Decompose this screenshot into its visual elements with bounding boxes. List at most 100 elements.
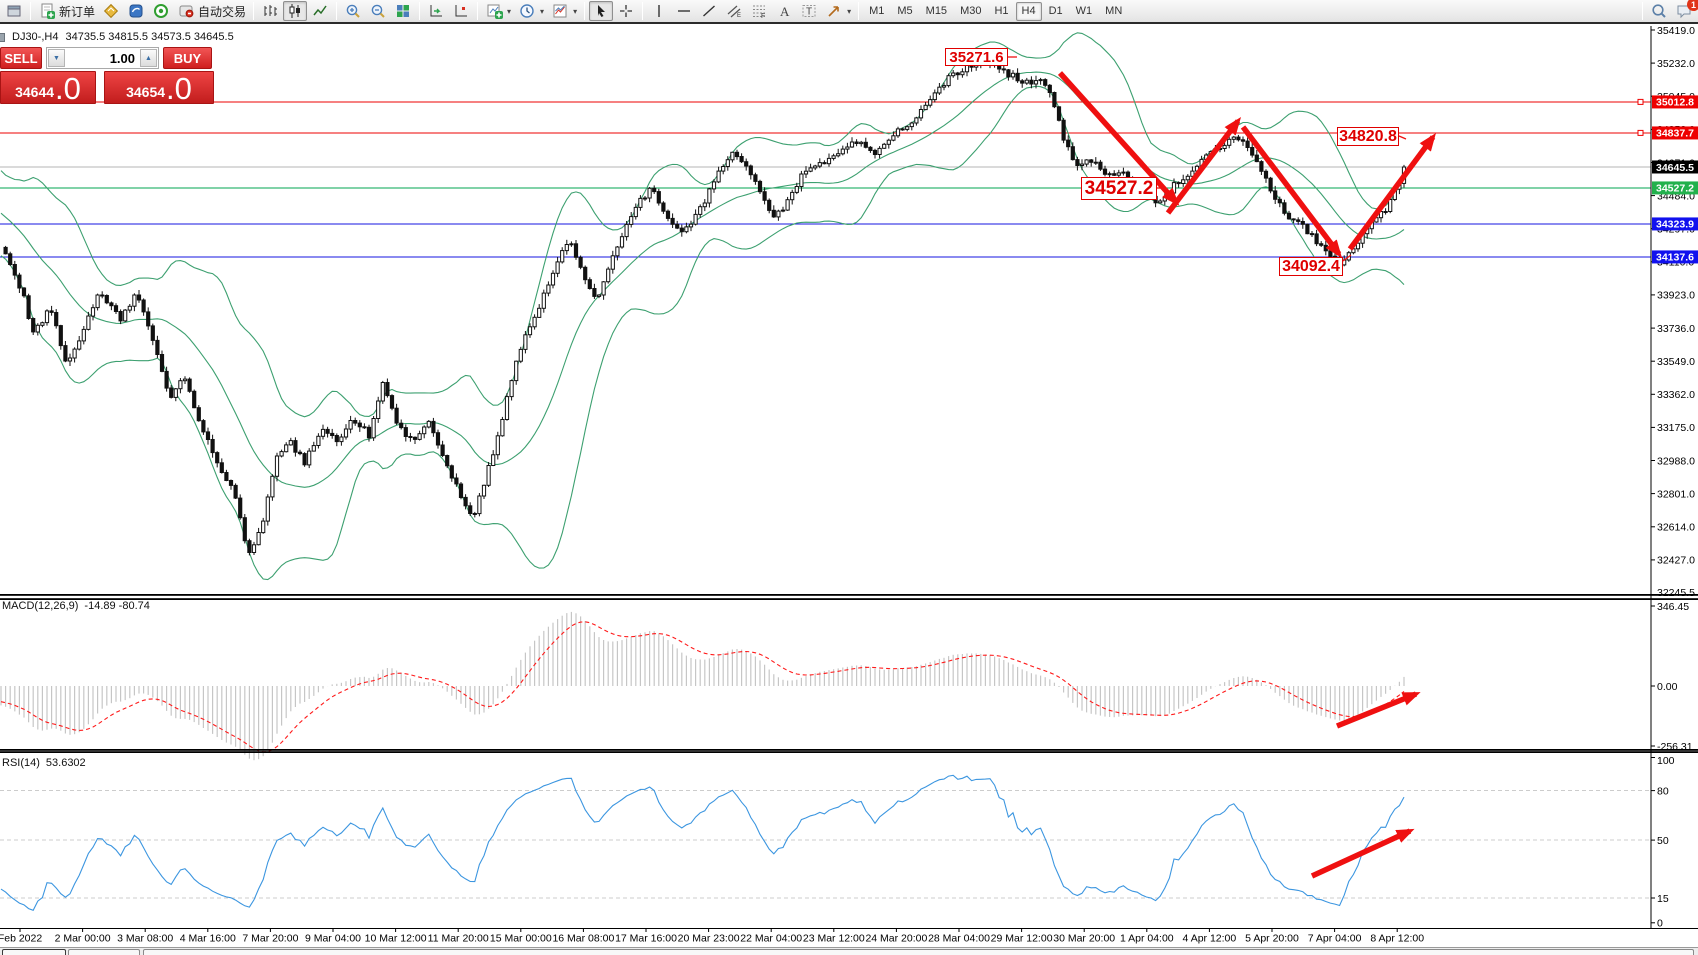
svg-text:A: A xyxy=(780,4,790,19)
svg-text:16 Mar 08:00: 16 Mar 08:00 xyxy=(552,933,614,945)
svg-text:100: 100 xyxy=(1657,755,1675,767)
svg-text:20 Mar 23:00: 20 Mar 23:00 xyxy=(678,933,740,945)
timeframe-m1-button[interactable]: M1 xyxy=(869,5,885,17)
community-icon[interactable] xyxy=(124,1,148,21)
timeframe-w1-button[interactable]: W1 xyxy=(1075,5,1093,17)
bar-chart-icon[interactable] xyxy=(258,1,282,21)
svg-text:34137.6: 34137.6 xyxy=(1656,252,1694,264)
buy-price-button[interactable]: 34654 .0 xyxy=(104,71,214,104)
sell-price-fraction: .0 xyxy=(55,71,81,106)
vertical-line-icon[interactable] xyxy=(647,1,671,21)
svg-text:7 Apr 04:00: 7 Apr 04:00 xyxy=(1308,933,1362,945)
line-chart-icon[interactable] xyxy=(308,1,332,21)
svg-text:0: 0 xyxy=(1657,918,1663,930)
macd-indicator-label: MACD(12,26,9) -14.89 -80.74 xyxy=(2,600,150,612)
tile-windows-icon[interactable] xyxy=(391,1,415,21)
new-chart-button[interactable]: ▾ xyxy=(482,1,514,21)
chevron-down-icon: ▾ xyxy=(507,6,512,16)
svg-text:9 Mar 04:00: 9 Mar 04:00 xyxy=(305,933,361,945)
volume-input[interactable] xyxy=(66,48,139,68)
market-icon[interactable] xyxy=(99,1,123,21)
timeframe-m30-button[interactable]: M30 xyxy=(960,5,982,17)
candlestick-icon[interactable] xyxy=(283,1,308,21)
svg-text:34527.2: 34527.2 xyxy=(1656,183,1694,195)
svg-text:3 Mar 08:00: 3 Mar 08:00 xyxy=(117,933,173,945)
chevron-down-icon: ▾ xyxy=(573,6,578,16)
zoom-out-icon[interactable] xyxy=(366,1,390,21)
horizontal-line-icon[interactable] xyxy=(672,1,696,21)
zoom-in-icon[interactable] xyxy=(341,1,365,21)
window-icon[interactable] xyxy=(2,1,26,21)
sell-price-button[interactable]: 34644 .0 xyxy=(0,71,96,104)
svg-text:15: 15 xyxy=(1657,893,1669,905)
svg-text:34837.7: 34837.7 xyxy=(1656,128,1694,140)
volume-decrease-button[interactable]: ▼ xyxy=(48,49,65,67)
sell-button[interactable]: SELL xyxy=(0,47,42,69)
svg-text:80: 80 xyxy=(1657,785,1669,797)
chart-canvas[interactable]: 35419.035232.035045.034858.034671.034484… xyxy=(0,26,1698,947)
chart-shift-icon[interactable] xyxy=(449,1,473,21)
price-annotation[interactable]: 34092.4 xyxy=(1279,257,1343,276)
timeframe-h4-button[interactable]: H4 xyxy=(1015,1,1042,21)
svg-text:33923.0: 33923.0 xyxy=(1657,290,1695,302)
volume-increase-button[interactable]: ▲ xyxy=(140,49,157,67)
chart-tabs-bar xyxy=(0,947,1698,955)
toolbar-separator xyxy=(30,2,31,20)
channel-icon[interactable]: E xyxy=(722,1,746,21)
timeframe-h1-button[interactable]: H1 xyxy=(994,5,1009,17)
text-icon[interactable]: A xyxy=(772,1,796,21)
timeframe-mn-button[interactable]: MN xyxy=(1105,5,1123,17)
svg-text:30 Mar 20:00: 30 Mar 20:00 xyxy=(1053,933,1115,945)
svg-text:23 Mar 12:00: 23 Mar 12:00 xyxy=(803,933,865,945)
svg-text:8 Apr 12:00: 8 Apr 12:00 xyxy=(1370,933,1424,945)
shapes-button[interactable]: ▾ xyxy=(822,1,854,21)
chart-tab[interactable] xyxy=(2,949,66,955)
svg-text:35419.0: 35419.0 xyxy=(1657,26,1695,37)
one-click-trading-panel: SELL ▼ ▲ BUY 34644 .0 34654 .0 xyxy=(0,47,214,104)
svg-text:11 Mar 20:00: 11 Mar 20:00 xyxy=(428,933,489,945)
periods-button[interactable]: ▾ xyxy=(515,1,547,21)
timeframe-d1-button[interactable]: D1 xyxy=(1048,5,1063,17)
svg-text:33736.0: 33736.0 xyxy=(1657,323,1695,335)
svg-text:28 Mar 04:00: 28 Mar 04:00 xyxy=(928,933,990,945)
toolbar-separator xyxy=(1642,2,1643,20)
svg-text:F: F xyxy=(761,13,765,20)
chart-window: 35419.035232.035045.034858.034671.034484… xyxy=(0,26,1698,947)
price-annotation[interactable]: 34820.8 xyxy=(1337,127,1399,146)
auto-scroll-icon[interactable] xyxy=(424,1,448,21)
toolbar-separator xyxy=(584,2,586,20)
buy-button[interactable]: BUY xyxy=(163,47,212,69)
svg-text:24 Mar 20:00: 24 Mar 20:00 xyxy=(865,933,927,945)
timeframe-m5-button[interactable]: M5 xyxy=(897,5,913,17)
svg-text:5 Apr 20:00: 5 Apr 20:00 xyxy=(1245,933,1299,945)
templates-button[interactable]: ▾ xyxy=(548,1,580,21)
toolbar-separator xyxy=(642,2,644,20)
svg-text:35012.8: 35012.8 xyxy=(1656,97,1694,109)
timeframe-m15-button[interactable]: M15 xyxy=(925,5,948,17)
cursor-icon[interactable] xyxy=(589,1,614,21)
sell-price: 34644 xyxy=(15,84,55,100)
price-annotation[interactable]: 35271.6 xyxy=(945,48,1008,66)
search-icon[interactable] xyxy=(1647,1,1671,21)
svg-text:346.45: 346.45 xyxy=(1657,601,1689,613)
label-icon[interactable]: T xyxy=(797,1,821,21)
trendline-icon[interactable] xyxy=(697,1,721,21)
chart-tab[interactable] xyxy=(68,949,140,955)
svg-text:17 Mar 16:00: 17 Mar 16:00 xyxy=(615,933,677,945)
svg-text:E: E xyxy=(737,13,741,19)
buy-price-fraction: .0 xyxy=(166,71,192,106)
new-order-button[interactable]: 新订单 xyxy=(35,1,98,21)
fibonacci-icon[interactable]: F xyxy=(747,1,771,21)
signals-icon[interactable] xyxy=(149,1,173,21)
chart-tab[interactable] xyxy=(143,949,1694,955)
notifications-icon[interactable]: 1 xyxy=(1672,0,1698,21)
chart-ohlc-values: 34735.5 34815.5 34573.5 34645.5 xyxy=(65,31,234,43)
notification-badge: 1 xyxy=(1687,0,1698,11)
toolbar-separator xyxy=(477,2,479,20)
price-annotation[interactable]: 34527.2 xyxy=(1081,177,1157,200)
chart-symbol-label: DJ30-,H4 xyxy=(12,31,59,43)
toolbar-separator xyxy=(858,2,860,20)
crosshair-icon[interactable] xyxy=(614,1,638,21)
autotrading-button[interactable]: 自动交易 xyxy=(174,1,249,21)
